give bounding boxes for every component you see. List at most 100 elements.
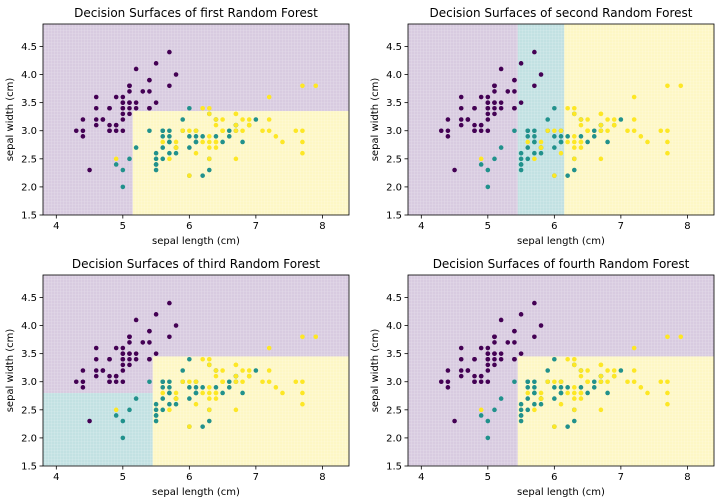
x-tick-label: 4 <box>53 221 59 232</box>
data-point-class-2 <box>220 368 225 373</box>
data-point-class-0 <box>472 128 477 134</box>
axes-frame <box>42 23 350 216</box>
data-point-class-1 <box>187 385 192 390</box>
data-point-class-1 <box>525 385 531 390</box>
data-point-class-1 <box>552 134 557 139</box>
data-point-class-1 <box>532 139 537 145</box>
region-texture <box>408 356 518 466</box>
data-point-class-1 <box>153 150 159 156</box>
y-tick-label: 2.5 <box>21 154 37 165</box>
data-point-class-1 <box>240 390 245 396</box>
data-point-class-2 <box>552 424 557 429</box>
y-tick-label: 4.0 <box>21 70 37 81</box>
data-point-class-2 <box>578 373 584 379</box>
data-point-class-2 <box>572 356 577 362</box>
data-point-class-0 <box>127 362 132 368</box>
y-tick-label: 3.0 <box>21 377 37 388</box>
data-point-class-2 <box>213 122 219 128</box>
data-point-class-0 <box>492 362 497 368</box>
data-point-class-0 <box>485 362 491 368</box>
data-point-class-1 <box>220 139 225 145</box>
data-point-class-1 <box>167 385 172 390</box>
data-point-class-2 <box>631 368 637 373</box>
data-point-class-1 <box>200 134 205 139</box>
data-point-class-0 <box>492 100 497 105</box>
data-point-class-2 <box>173 390 179 396</box>
data-point-class-2 <box>538 396 544 401</box>
x-tick-label: 4 <box>53 472 59 483</box>
data-point-class-0 <box>438 128 444 134</box>
data-point-class-0 <box>458 105 464 111</box>
data-point-class-2 <box>478 156 484 162</box>
data-point-class-2 <box>658 128 664 134</box>
y-tick-label: 3.0 <box>21 126 37 137</box>
data-point-class-0 <box>113 122 119 128</box>
y-axis-label: sepal width (cm) <box>5 78 16 162</box>
data-point-class-2 <box>558 379 564 385</box>
data-point-class-1 <box>147 128 152 134</box>
data-point-class-2 <box>293 379 299 385</box>
data-point-class-0 <box>140 340 146 345</box>
data-point-class-2 <box>273 134 279 139</box>
data-point-class-2 <box>207 407 212 413</box>
data-point-class-2 <box>187 424 192 429</box>
data-point-class-1 <box>200 385 205 390</box>
scatter-points <box>438 300 684 441</box>
data-point-class-1 <box>585 390 590 396</box>
data-point-class-2 <box>193 401 199 407</box>
data-point-class-1 <box>552 385 557 390</box>
data-point-class-2 <box>167 156 172 162</box>
data-point-class-1 <box>173 150 179 156</box>
data-point-class-2 <box>193 379 199 385</box>
data-point-class-0 <box>485 111 491 117</box>
y-tick-label: 2.0 <box>21 433 37 444</box>
data-point-class-0 <box>452 418 457 424</box>
data-point-class-0 <box>472 356 477 362</box>
data-point-class-1 <box>578 385 584 390</box>
data-point-class-2 <box>678 334 684 340</box>
data-point-class-0 <box>485 128 491 134</box>
x-tick-label: 8 <box>684 221 690 232</box>
data-point-class-2 <box>665 390 670 396</box>
data-point-class-0 <box>113 128 119 134</box>
data-point-class-2 <box>625 379 630 385</box>
data-point-class-2 <box>678 83 684 89</box>
scatter-points <box>73 300 319 441</box>
data-point-class-1 <box>532 401 537 407</box>
data-point-class-0 <box>133 356 139 362</box>
data-point-class-2 <box>167 407 172 413</box>
data-point-class-2 <box>665 128 670 134</box>
data-point-class-2 <box>213 139 219 145</box>
data-point-class-1 <box>133 396 139 401</box>
data-point-class-2 <box>207 139 212 145</box>
y-tick-label: 4.0 <box>386 70 402 81</box>
data-point-class-2 <box>598 111 604 117</box>
data-point-class-0 <box>472 105 477 111</box>
data-point-class-2 <box>233 128 239 134</box>
data-point-class-1 <box>518 167 524 173</box>
data-point-class-0 <box>107 128 112 134</box>
y-tick-label: 1.5 <box>21 211 37 222</box>
x-tick-label: 5 <box>120 221 126 232</box>
data-point-class-0 <box>538 323 544 328</box>
data-point-class-1 <box>532 128 537 134</box>
data-point-class-0 <box>113 94 119 100</box>
data-point-class-1 <box>160 396 166 401</box>
region-texture <box>517 356 714 466</box>
data-point-class-0 <box>485 379 491 385</box>
data-point-class-1 <box>485 184 491 190</box>
data-point-class-0 <box>147 89 152 94</box>
data-point-class-2 <box>266 345 272 351</box>
data-point-class-1 <box>153 418 159 424</box>
data-point-class-2 <box>611 122 617 128</box>
data-point-class-2 <box>598 128 604 134</box>
data-point-class-0 <box>458 94 464 100</box>
data-point-class-1 <box>485 167 491 173</box>
data-point-class-0 <box>173 72 179 77</box>
data-point-class-2 <box>260 379 265 385</box>
data-point-class-2 <box>233 407 239 413</box>
data-point-class-0 <box>127 83 132 89</box>
data-point-class-2 <box>200 139 205 145</box>
data-point-class-2 <box>207 356 212 362</box>
